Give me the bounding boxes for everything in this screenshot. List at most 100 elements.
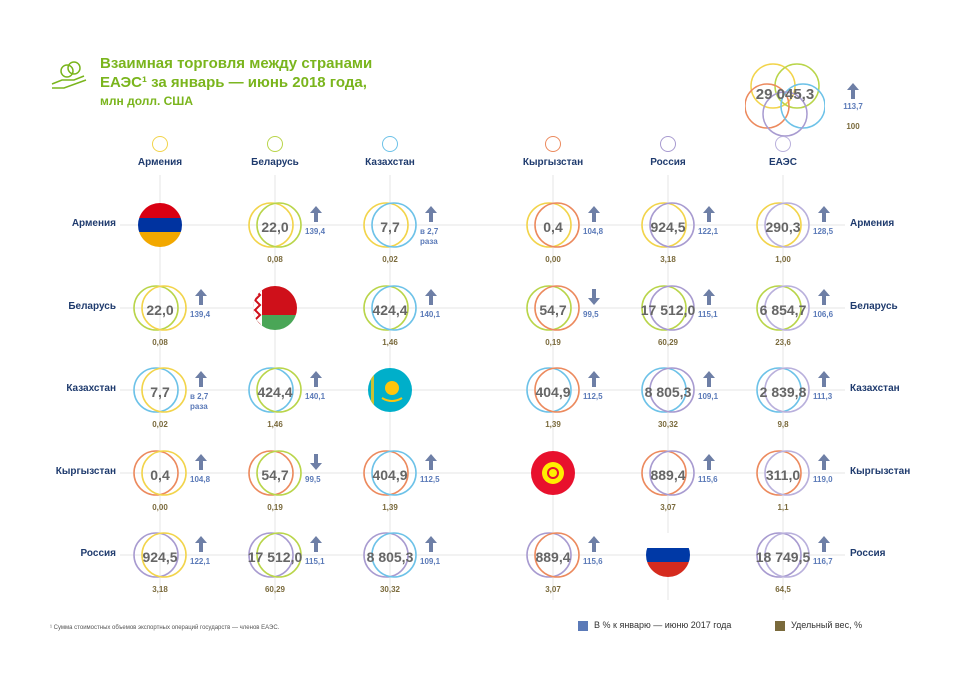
cell-change: 112,5 xyxy=(420,475,440,484)
column-header: Армения xyxy=(137,157,183,168)
arrow-up-icon xyxy=(817,370,831,393)
cell-value: 22,0 xyxy=(261,219,289,235)
arrow-up-icon xyxy=(424,288,438,311)
cell-rings xyxy=(641,202,695,248)
cell-rings xyxy=(248,202,302,248)
total-share: 100 xyxy=(846,122,860,131)
cell-value: 54,7 xyxy=(539,302,567,318)
cell-share: 9,8 xyxy=(777,420,789,429)
row-header-right: Казахстан xyxy=(850,383,900,394)
cell-change: 116,7 xyxy=(813,557,833,566)
cell-value: 0,4 xyxy=(543,219,563,235)
cell-value: 404,9 xyxy=(372,467,408,483)
cell-value: 311,0 xyxy=(765,467,801,483)
cell-value: 2 839,8 xyxy=(759,384,807,400)
column-header: Кыргызстан xyxy=(522,157,584,168)
cell-value: 22,0 xyxy=(146,302,174,318)
cell-rings xyxy=(526,532,580,578)
title-line-3: млн долл. США xyxy=(100,94,194,108)
trade-cell: 2 839,8 9,8 111,3 xyxy=(755,362,835,442)
cell-share: 3,07 xyxy=(545,585,561,594)
arrow-up-icon xyxy=(702,370,716,393)
trade-cell: 889,4 3,07 115,6 xyxy=(640,445,720,525)
cell-value: 8 805,3 xyxy=(366,549,414,565)
cell-rings xyxy=(756,532,810,578)
arrow-up-icon xyxy=(424,453,438,476)
trade-cell: 17 512,0 60,29 115,1 xyxy=(247,527,327,607)
cell-value: 889,4 xyxy=(535,549,571,565)
cell-rings xyxy=(133,532,187,578)
cell-share: 1,39 xyxy=(545,420,561,429)
total-change: 113,7 xyxy=(843,102,863,111)
row-header-right: Беларусь xyxy=(850,301,898,312)
arrow-up-icon xyxy=(702,453,716,476)
total-value: 29 045,3 xyxy=(755,86,815,103)
cell-value: 17 512,0 xyxy=(247,549,303,565)
cell-value: 54,7 xyxy=(261,467,289,483)
arrow-up-icon xyxy=(702,288,716,311)
arrow-up-icon xyxy=(702,205,716,228)
arrow-up-icon xyxy=(424,535,438,558)
trade-cell: 8 805,3 30,32 109,1 xyxy=(362,527,442,607)
cell-share: 0,08 xyxy=(267,255,283,264)
cell-rings xyxy=(641,450,695,496)
legend-change-label: В % к январю — июню 2017 года xyxy=(594,620,732,630)
cell-change: 122,1 xyxy=(698,227,719,236)
cell-share: 23,6 xyxy=(775,338,791,347)
trade-cell: 6 854,7 23,6 106,6 xyxy=(755,280,835,360)
trade-cell: 924,5 3,18 122,1 xyxy=(132,527,212,607)
legend-share-swatch xyxy=(775,620,785,631)
cell-rings xyxy=(133,367,187,413)
arrow-up-icon xyxy=(817,535,831,558)
column-marker-circle xyxy=(152,136,168,152)
trade-cell: 0,4 0,00 104,8 xyxy=(132,445,212,525)
legend-change: В % к январю — июню 2017 года xyxy=(578,620,731,631)
kyrgyzstan-flag-icon xyxy=(531,451,575,495)
column-marker-circle xyxy=(775,136,791,152)
trade-cell: 22,0 0,08 139,4 xyxy=(132,280,212,360)
kazakhstan-flag-icon xyxy=(368,368,412,412)
trade-cell: 7,7 0,02 в 2,7 раза xyxy=(362,197,442,277)
trade-cell: 18 749,5 64,5 116,7 xyxy=(755,527,835,607)
cell-share: 30,32 xyxy=(379,585,401,594)
cell-change: 115,6 xyxy=(583,557,603,566)
cell-share: 0,02 xyxy=(382,255,398,264)
armenia-flag-icon xyxy=(138,203,182,247)
trade-cell: 924,5 3,18 122,1 xyxy=(640,197,720,277)
cell-change: 139,4 xyxy=(190,310,211,319)
cell-share: 0,19 xyxy=(267,503,283,512)
cell-rings xyxy=(363,450,417,496)
trade-cell: 290,3 1,00 128,5 xyxy=(755,197,835,277)
arrow-down-icon xyxy=(309,453,323,476)
arrow-up-icon xyxy=(587,535,601,558)
cell-change: 128,5 xyxy=(813,227,834,236)
cell-rings xyxy=(133,285,187,331)
title-line-2: ЕАЭС¹ за январь — июнь 2018 года, xyxy=(100,74,367,91)
column-marker-circle xyxy=(660,136,676,152)
cell-share: 1,1 xyxy=(777,503,789,512)
cell-share: 64,5 xyxy=(775,585,791,594)
cell-change: 115,1 xyxy=(698,310,718,319)
cell-change: 104,8 xyxy=(583,227,604,236)
cell-change: 99,5 xyxy=(305,475,321,484)
arrow-up-icon xyxy=(817,288,831,311)
cell-rings xyxy=(756,202,810,248)
cell-share: 1,00 xyxy=(775,255,791,264)
legend-share: Удельный вес, % xyxy=(775,620,862,631)
cell-change: 140,1 xyxy=(420,310,441,319)
cell-value: 424,4 xyxy=(372,302,408,318)
cell-rings xyxy=(641,285,695,331)
coins-hand-icon xyxy=(51,61,87,89)
cell-share: 1,46 xyxy=(267,420,283,429)
trade-cell: 889,4 3,07 115,6 xyxy=(525,527,605,607)
arrow-up-icon xyxy=(424,205,438,228)
cell-change: 119,0 xyxy=(813,475,833,484)
footnote: ¹ Сумма стоимостных объемов экспортных о… xyxy=(50,625,280,631)
cell-change: 104,8 xyxy=(190,475,211,484)
cell-rings xyxy=(756,367,810,413)
cell-value: 290,3 xyxy=(765,219,801,235)
cell-change: 99,5 xyxy=(583,310,599,319)
cell-rings xyxy=(248,367,302,413)
russia-flag-icon xyxy=(646,533,690,577)
